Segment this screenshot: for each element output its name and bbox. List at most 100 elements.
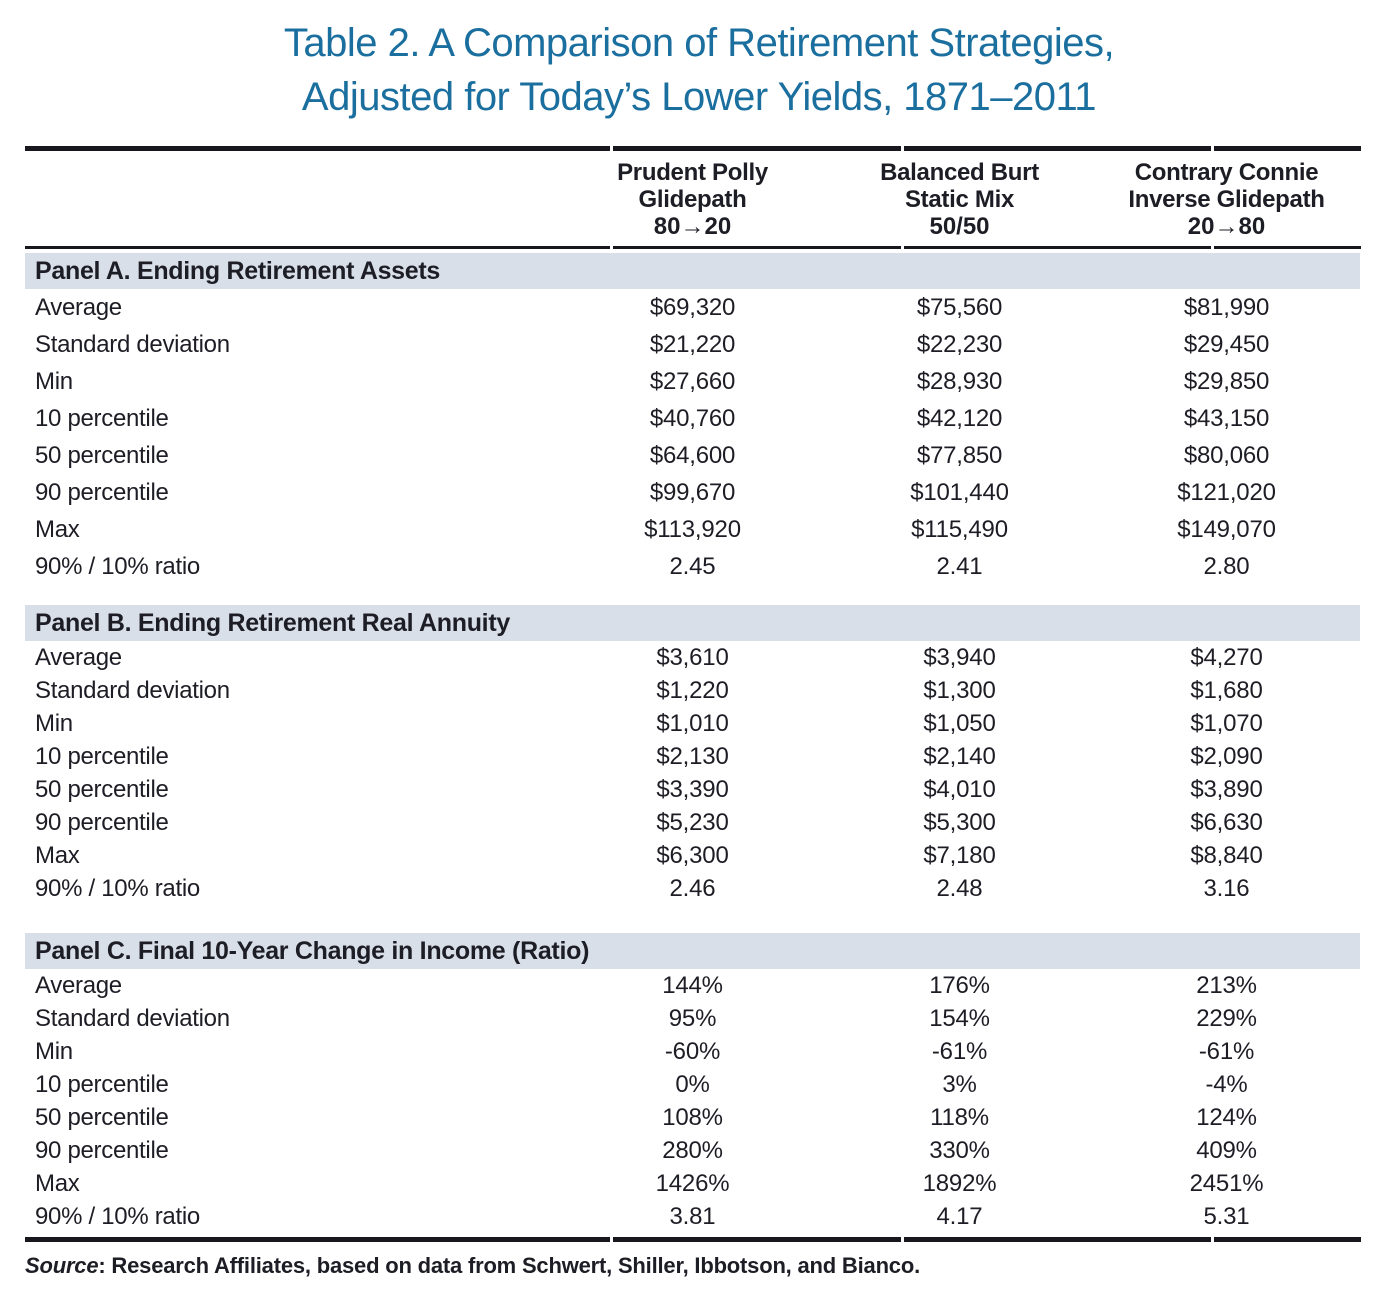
table-row: Average $69,320 $75,560 $81,990 xyxy=(25,289,1360,326)
row-label: 10 percentile xyxy=(35,404,169,432)
source-note: Source: Research Affiliates, based on da… xyxy=(25,1253,1398,1279)
cell-value: $1,220 xyxy=(656,676,729,704)
cell-value: $4,010 xyxy=(923,775,996,803)
comparison-table: Prudent Polly Glidepath 80→20 Balanced B… xyxy=(25,146,1361,1242)
cell-value: 1892% xyxy=(922,1169,997,1197)
cell-value: $5,230 xyxy=(656,808,729,836)
cell-value: 2451% xyxy=(1189,1169,1264,1197)
row-label: Standard deviation xyxy=(35,676,230,704)
cell-value: 3% xyxy=(942,1070,977,1098)
cell-value: 118% xyxy=(930,1103,989,1131)
row-label: 50 percentile xyxy=(35,1103,169,1131)
cell-value: 144% xyxy=(662,971,723,999)
cell-value: $149,070 xyxy=(1177,515,1276,543)
row-label: Max xyxy=(35,841,80,869)
cell-value: $5,300 xyxy=(923,808,996,836)
cell-value: $64,600 xyxy=(649,441,736,469)
cell-value: $3,610 xyxy=(656,643,729,671)
cell-value: $80,060 xyxy=(1183,441,1270,469)
row-label: Average xyxy=(35,643,122,671)
column-style: Static Mix xyxy=(904,186,1015,213)
cell-value: 280% xyxy=(662,1136,723,1164)
column-style: Glidepath xyxy=(638,186,747,213)
cell-value: -61% xyxy=(931,1037,988,1065)
cell-value: 229% xyxy=(1196,1004,1257,1032)
row-label: 10 percentile xyxy=(35,1070,169,1098)
cell-value: 108% xyxy=(662,1103,723,1131)
source-label: Source xyxy=(25,1253,99,1278)
table-row: Min $27,660 $28,930 $29,850 xyxy=(25,363,1360,400)
cell-value: 95% xyxy=(668,1004,717,1032)
row-label: 90% / 10% ratio xyxy=(35,552,200,580)
cell-value: $3,890 xyxy=(1190,775,1263,803)
table-row: Average $3,610 $3,940 $4,270 xyxy=(25,641,1360,674)
source-text: : Research Affiliates, based on data fro… xyxy=(98,1253,920,1278)
panel-b-header: Panel B. Ending Retirement Real Annuity xyxy=(25,605,1360,641)
table-row: 90 percentile 280% 330% 409% xyxy=(25,1134,1360,1167)
cell-value: $27,660 xyxy=(649,367,736,395)
cell-value: 176% xyxy=(929,971,990,999)
column-header-prudent-polly: Prudent Polly Glidepath 80→20 xyxy=(559,159,826,240)
cell-value: $1,070 xyxy=(1190,709,1263,737)
row-label: Average xyxy=(35,293,122,321)
cell-value: $40,760 xyxy=(649,404,736,432)
cell-value: 2.45 xyxy=(669,552,716,580)
row-label: 90% / 10% ratio xyxy=(35,874,200,902)
cell-value: $6,300 xyxy=(656,841,729,869)
column-name: Prudent Polly xyxy=(617,159,768,186)
cell-value: -4% xyxy=(1205,1070,1248,1098)
cell-value: 5.31 xyxy=(1203,1202,1250,1230)
cell-value: 330% xyxy=(929,1136,990,1164)
table-row: 90 percentile $5,230 $5,300 $6,630 xyxy=(25,806,1360,839)
table-row: Standard deviation $1,220 $1,300 $1,680 xyxy=(25,674,1360,707)
table-row: 50 percentile $3,390 $4,010 $3,890 xyxy=(25,773,1360,806)
top-rule xyxy=(25,146,1361,151)
cell-value: $6,630 xyxy=(1190,808,1263,836)
cell-value: 213% xyxy=(1196,971,1257,999)
cell-value: $7,180 xyxy=(923,841,996,869)
cell-value: $1,300 xyxy=(923,676,996,704)
cell-value: $81,990 xyxy=(1183,293,1270,321)
column-header-row: Prudent Polly Glidepath 80→20 Balanced B… xyxy=(25,151,1360,246)
cell-value: 3.16 xyxy=(1203,874,1250,902)
cell-value: 2.80 xyxy=(1203,552,1250,580)
column-header-balanced-burt: Balanced Burt Static Mix 50/50 xyxy=(826,159,1093,240)
table-row: Standard deviation $21,220 $22,230 $29,450 xyxy=(25,326,1360,363)
column-allocation: 50/50 xyxy=(929,213,990,240)
table-row: 10 percentile $40,760 $42,120 $43,150 xyxy=(25,400,1360,437)
table-row: Max $113,920 $115,490 $149,070 xyxy=(25,511,1360,548)
row-label: 10 percentile xyxy=(35,742,169,770)
cell-value: 2.48 xyxy=(936,874,983,902)
row-label: Standard deviation xyxy=(35,1004,230,1032)
cell-value: $1,050 xyxy=(923,709,996,737)
row-label: Average xyxy=(35,971,122,999)
cell-value: 4.17 xyxy=(936,1202,983,1230)
column-style: Inverse Glidepath xyxy=(1128,186,1325,213)
cell-value: $2,090 xyxy=(1190,742,1263,770)
cell-value: $1,680 xyxy=(1190,676,1263,704)
cell-value: $121,020 xyxy=(1177,478,1276,506)
cell-value: $29,850 xyxy=(1183,367,1270,395)
cell-value: $77,850 xyxy=(916,441,1003,469)
cell-value: $3,940 xyxy=(923,643,996,671)
panel-a-header: Panel A. Ending Retirement Assets xyxy=(25,253,1360,289)
table-row: Max 1426% 1892% 2451% xyxy=(25,1167,1360,1200)
table-title-line2: Adjusted for Today’s Lower Yields, 1871–… xyxy=(301,75,1097,119)
row-label: 50 percentile xyxy=(35,441,169,469)
cell-value: $2,140 xyxy=(923,742,996,770)
table-row: 90% / 10% ratio 2.46 2.48 3.16 xyxy=(25,872,1360,905)
cell-value: $43,150 xyxy=(1183,404,1270,432)
panel-c: Panel C. Final 10-Year Change in Income … xyxy=(25,933,1360,1233)
cell-value: 124% xyxy=(1196,1103,1257,1131)
table-title-line1: Table 2. A Comparison of Retirement Stra… xyxy=(283,21,1115,65)
cell-value: 409% xyxy=(1196,1136,1257,1164)
cell-value: 154% xyxy=(929,1004,990,1032)
row-label: 90 percentile xyxy=(35,1136,169,1164)
row-label: 50 percentile xyxy=(35,775,169,803)
row-label: Min xyxy=(35,367,73,395)
cell-value: $1,010 xyxy=(656,709,729,737)
cell-value: 3.81 xyxy=(669,1202,716,1230)
cell-value: $101,440 xyxy=(910,478,1009,506)
table-row: 90% / 10% ratio 2.45 2.41 2.80 xyxy=(25,548,1360,585)
column-allocation: 20→80 xyxy=(1187,213,1266,240)
